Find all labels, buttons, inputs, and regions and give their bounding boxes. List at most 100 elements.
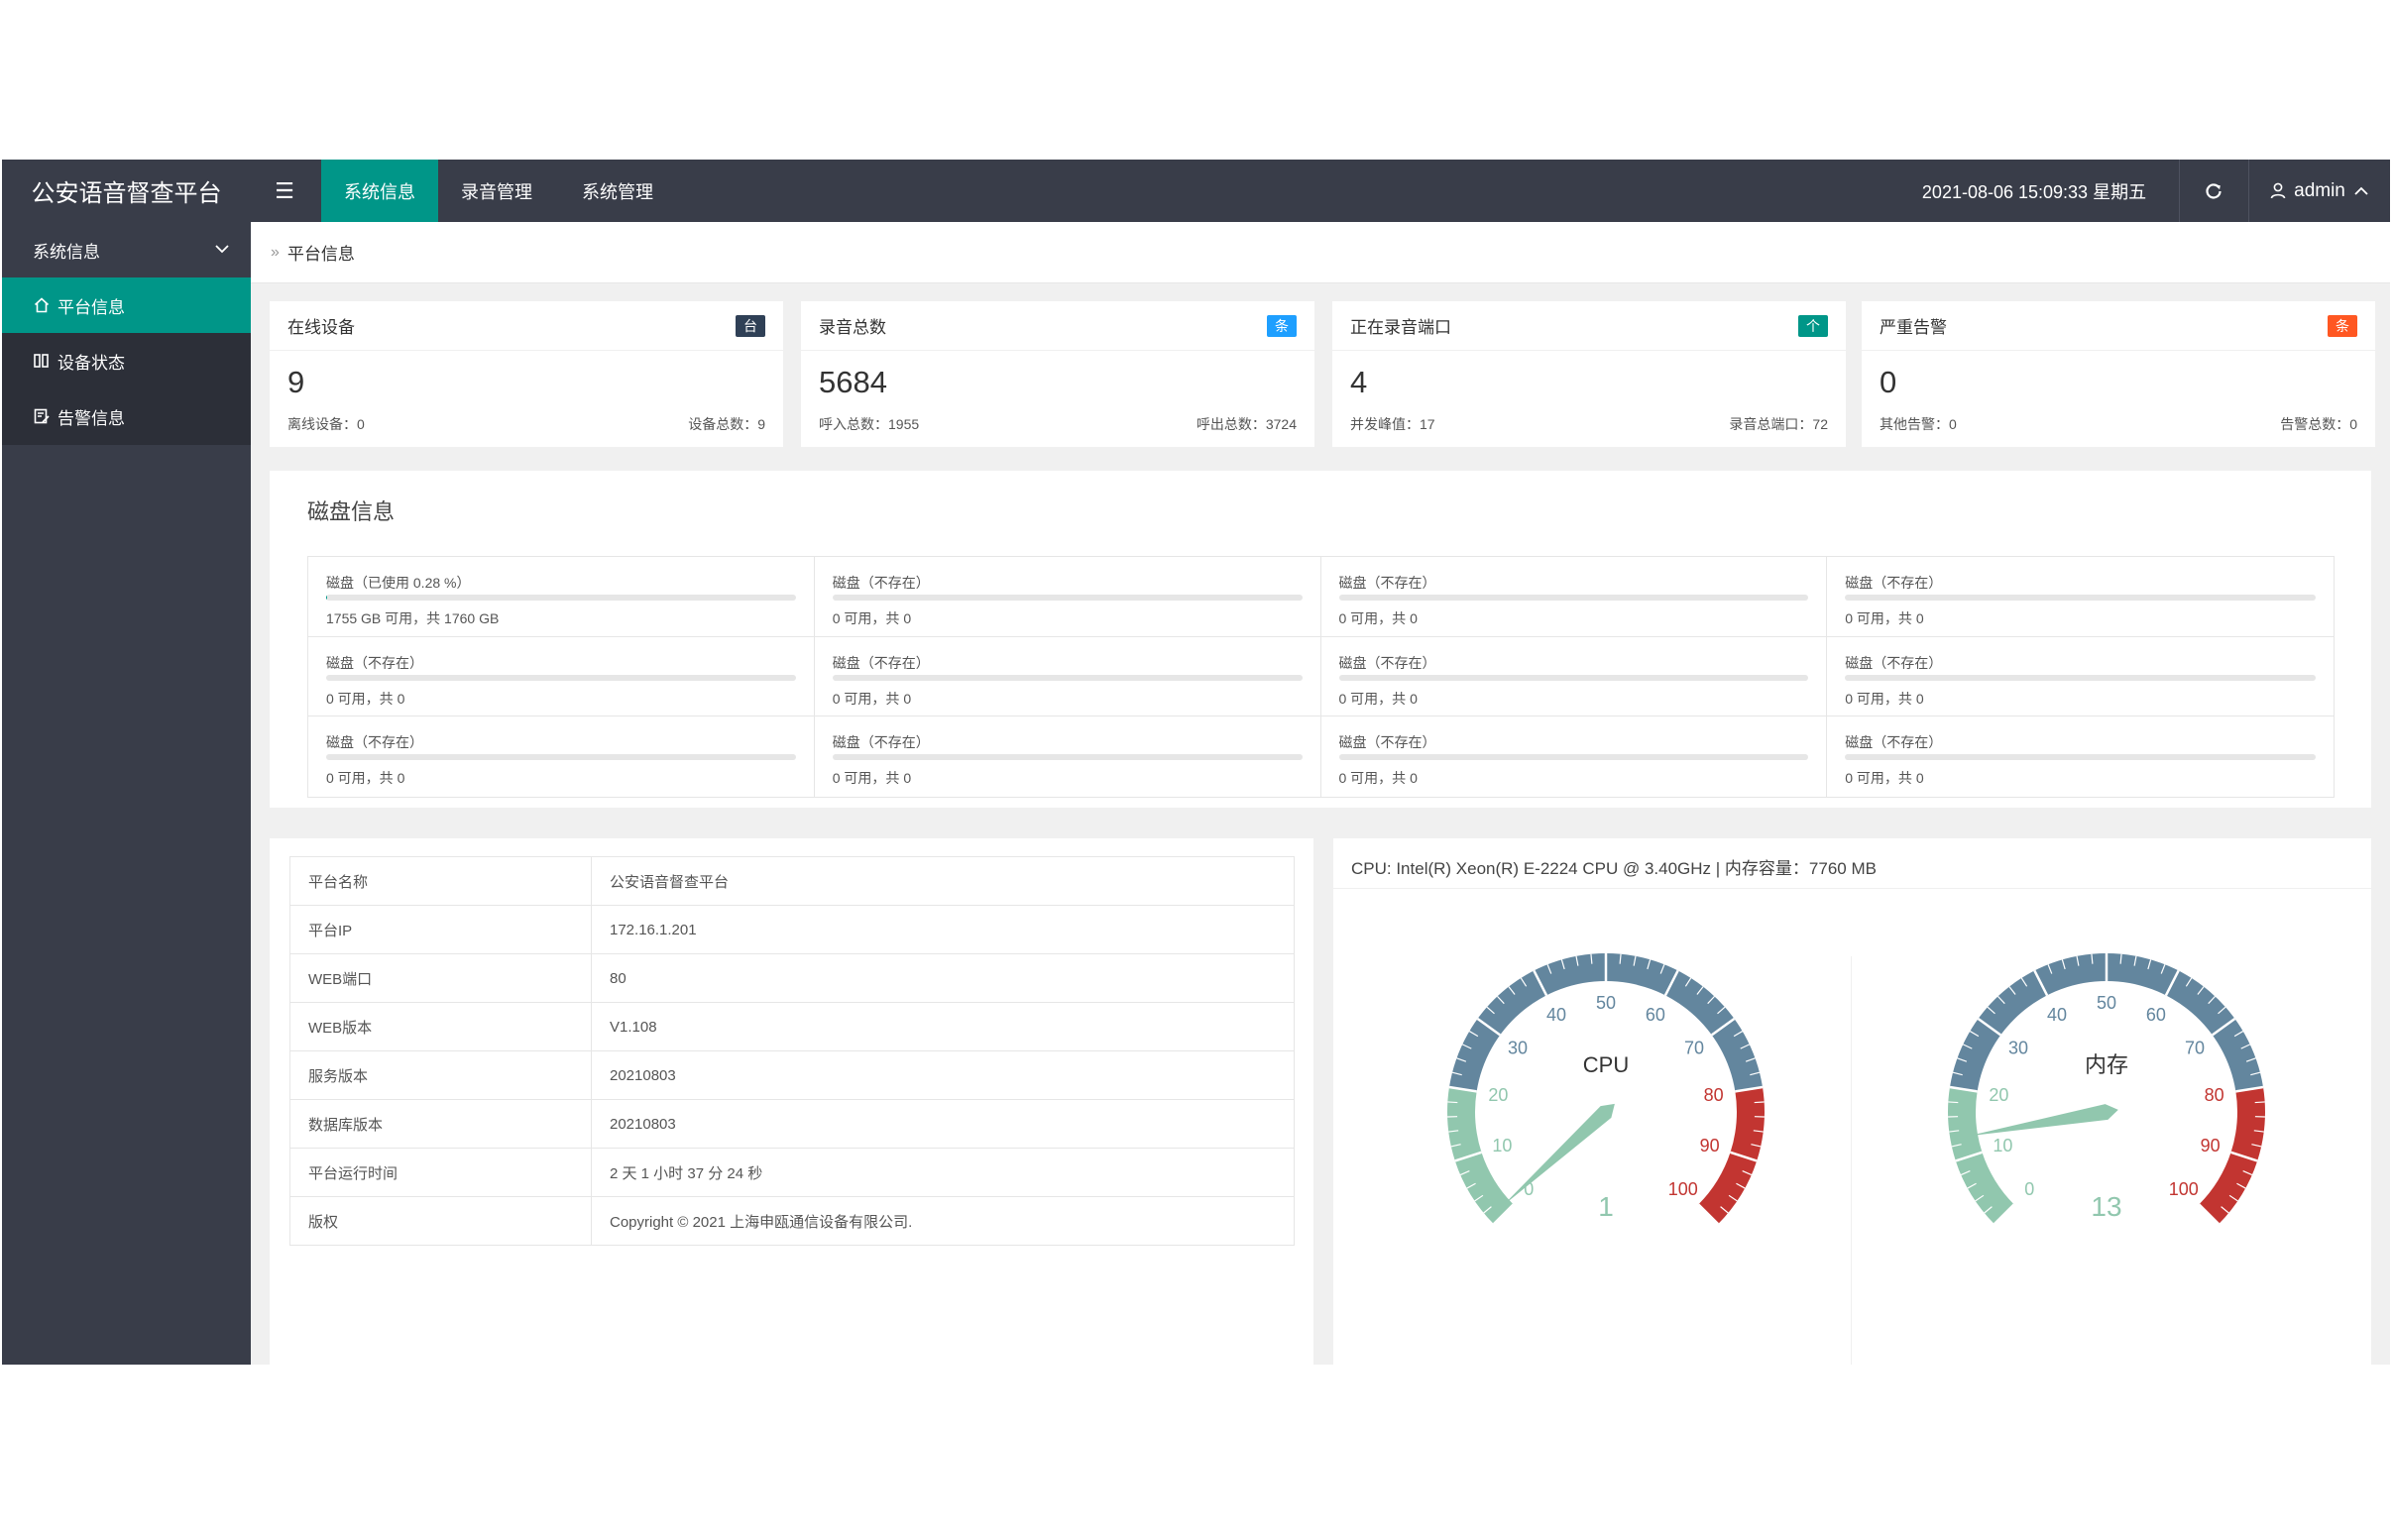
info-key: 平台IP	[289, 905, 592, 954]
gauge-tick	[2253, 1130, 2264, 1133]
gauge-tick	[1663, 969, 1679, 996]
disk-usage-bar	[1338, 595, 1809, 601]
user-icon	[2270, 182, 2286, 199]
info-row: 平台运行时间 2 天 1 小时 37 分 24 秒	[289, 1148, 1295, 1197]
gauge-tick	[1684, 977, 1692, 987]
gauge-tick	[2197, 986, 2205, 995]
stat-card-critical-alarms: 严重告警 条 0 其他告警：0 告警总数：0	[1862, 301, 2375, 447]
stat-sub-left: 离线设备：0	[287, 416, 365, 432]
refresh-button[interactable]	[2179, 160, 2248, 222]
gauge-tick	[1957, 1057, 1968, 1062]
gauge-tick	[2254, 1101, 2265, 1104]
disk-capacity: 0 可用，共 0	[832, 770, 912, 787]
stat-sub-right: 设备总数：9	[688, 416, 765, 432]
gauge-name: CPU	[1583, 1052, 1629, 1077]
gauge-tick	[2212, 1017, 2236, 1037]
gauge-tick	[1975, 1194, 1985, 1202]
disk-cell: 磁盘（不存在） 0 可用，共 0	[1827, 716, 2334, 797]
gauge-tick	[1483, 1206, 1492, 1214]
gauge-band	[1447, 1086, 1514, 1225]
device-icon	[34, 354, 49, 368]
disk-cell: 磁盘（不存在） 0 可用，共 0	[1321, 716, 1828, 797]
user-menu[interactable]: admin	[2249, 160, 2390, 222]
disk-cell: 磁盘（不存在） 0 可用，共 0	[1320, 557, 1828, 637]
gauge-tick	[2020, 977, 2028, 987]
gauge-tick	[2198, 1203, 2221, 1226]
gauge-tick-label: 60	[2146, 1005, 2166, 1025]
gauge-tick	[1740, 1044, 1751, 1049]
info-key: WEB端口	[289, 953, 592, 1003]
stat-badge: 条	[1267, 315, 1297, 337]
sidebar-item-device-status[interactable]: 设备状态	[2, 333, 251, 388]
gauge-value: 13	[2091, 1191, 2121, 1222]
stat-badge: 个	[1798, 315, 1828, 337]
disk-usage-bar	[1845, 674, 2316, 681]
gauge-tick	[2160, 964, 2166, 974]
home-icon	[34, 297, 50, 313]
disk-capacity: 1755 GB 可用，共 1760 GB	[326, 610, 500, 626]
disk-usage-bar	[326, 754, 796, 761]
tab-system-info[interactable]: 系统信息	[321, 160, 438, 222]
info-row: 版权 Copyright © 2021 上海申瓯通信设备有限公司.	[289, 1196, 1295, 1246]
gauge-tick	[1742, 1170, 1753, 1176]
menu-toggle-icon[interactable]: ☰	[275, 177, 294, 203]
disk-cell: 磁盘（不存在） 0 可用，共 0	[1827, 637, 2334, 717]
stat-title: 在线设备	[270, 301, 783, 351]
disk-info-title: 磁盘信息	[307, 499, 396, 524]
disk-usage-bar	[832, 595, 1303, 601]
disk-capacity: 0 可用，共 0	[1845, 690, 1924, 707]
gauge-tick-label: 0	[1524, 1179, 1534, 1199]
gauge-tick	[2250, 1071, 2261, 1076]
disk-capacity: 0 可用，共 0	[1338, 770, 1418, 787]
gauge-tick	[2218, 1006, 2226, 1015]
sidebar-group-system-info[interactable]: 系统信息	[2, 222, 251, 277]
gauge-tick	[2221, 1206, 2229, 1214]
gauge-tick-label: 0	[2024, 1179, 2034, 1199]
gauge-tick	[2233, 1031, 2244, 1038]
header-divider	[2248, 160, 2249, 222]
disk-usage-bar	[832, 754, 1303, 761]
disk-usage-bar	[832, 674, 1303, 681]
gauge-tick	[1448, 1085, 1477, 1093]
gauge-value: 1	[1598, 1191, 1614, 1222]
disk-label: 磁盘（不存在）	[832, 654, 930, 671]
gauge-tick-label: 20	[1989, 1085, 2008, 1105]
gauge-tick	[1962, 1044, 1973, 1049]
sidebar-item-label: 告警信息	[57, 408, 125, 428]
info-value: Copyright © 2021 上海申瓯通信设备有限公司.	[591, 1196, 1295, 1246]
gauge-pointer	[1501, 1103, 1615, 1207]
info-row: 服务版本 20210803	[289, 1050, 1295, 1100]
gauge-tick	[2061, 959, 2066, 970]
gauge-tick	[1546, 964, 1552, 974]
gauge-tick	[2208, 995, 2216, 1005]
disk-usage-bar	[1845, 595, 2316, 601]
gauge-tick-label: 40	[2047, 1005, 2067, 1025]
gauge-tick	[1454, 1151, 1482, 1162]
gauge-tick	[1960, 1170, 1971, 1176]
gauge-tick	[1448, 1130, 1459, 1133]
breadcrumb-current[interactable]: 平台信息	[286, 245, 355, 264]
gauge-tick	[1997, 995, 2005, 1005]
sidebar-item-alarm-info[interactable]: 告警信息	[2, 388, 251, 444]
disk-usage-bar	[1338, 754, 1809, 761]
disk-capacity: 0 可用，共 0	[1845, 770, 1924, 787]
disk-info-card: 磁盘信息 磁盘（已使用 0.28 %） 1755 GB 可用，共 1760 GB 磁…	[270, 471, 2371, 808]
disk-label: 磁盘（不存在）	[832, 575, 930, 591]
gauge-tick	[1468, 1031, 1479, 1038]
gauge-tick-label: 10	[1993, 1136, 2012, 1155]
sidebar-item-label: 平台信息	[57, 297, 125, 317]
gauge-tick	[1728, 1194, 1738, 1202]
tab-system-management[interactable]: 系统管理	[582, 181, 653, 202]
gauge-band	[2199, 1086, 2265, 1225]
sidebar-item-platform-info[interactable]: 平台信息	[2, 277, 251, 333]
gauge-tick	[1520, 977, 1528, 987]
tab-recording-management[interactable]: 录音管理	[461, 181, 532, 202]
gauge-tick-label: 80	[1704, 1085, 1724, 1105]
disk-cell: 磁盘（不存在） 0 可用，共 0	[1320, 636, 1828, 717]
gauge-tick	[1486, 1006, 1495, 1015]
gauge-tick	[1951, 1144, 1962, 1148]
user-name: admin	[2294, 179, 2345, 201]
gauge-tick	[2235, 1085, 2264, 1093]
gauge-tick	[1948, 1101, 1959, 1104]
gauge-tick	[1476, 1017, 1501, 1037]
